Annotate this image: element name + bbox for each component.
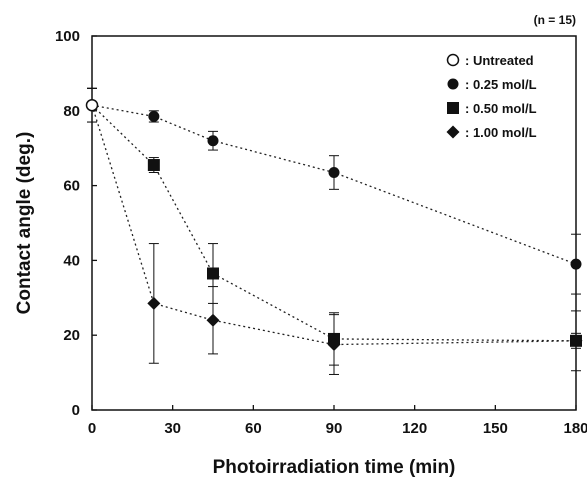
untreated-marker <box>87 100 98 111</box>
y-axis-label: Contact angle (deg.) <box>14 132 35 315</box>
circle-marker <box>208 135 219 146</box>
square-marker <box>148 159 160 171</box>
x-tick-label: 150 <box>483 420 508 437</box>
legend-label: : 0.50 mol/L <box>465 101 537 116</box>
y-tick-label: 80 <box>63 103 80 120</box>
circle-marker <box>329 167 340 178</box>
square-marker <box>207 267 219 279</box>
y-tick-label: 0 <box>72 402 80 419</box>
x-tick-label: 0 <box>88 420 96 437</box>
series-lines <box>92 105 576 344</box>
legend-label: : 0.25 mol/L <box>465 77 537 92</box>
legend-label: : Untreated <box>465 53 534 68</box>
series-line <box>92 105 576 341</box>
y-tick-label: 60 <box>63 178 80 195</box>
sample-size-note: (n = 15) <box>534 13 576 27</box>
x-tick-label: 90 <box>326 420 343 437</box>
y-tick-label: 100 <box>55 28 80 45</box>
circle-marker <box>448 79 459 90</box>
square-marker <box>447 102 459 114</box>
x-axis-label: Photoirradiation time (min) <box>213 457 456 478</box>
circle-marker <box>148 111 159 122</box>
x-tick-label: 180 <box>563 420 587 437</box>
x-tick-label: 30 <box>164 420 181 437</box>
circle-marker <box>571 259 582 270</box>
legend-label: : 1.00 mol/L <box>465 125 537 140</box>
diamond-marker <box>447 126 460 139</box>
series-line <box>92 105 576 344</box>
x-tick-label: 120 <box>402 420 427 437</box>
diamond-marker <box>147 297 160 310</box>
y-tick-label: 40 <box>63 252 80 269</box>
diamond-marker <box>207 314 220 327</box>
x-tick-label: 60 <box>245 420 262 437</box>
legend: : Untreated : 0.25 mol/L : 0.50 mol/L : 1.0… <box>447 53 537 140</box>
y-tick-label: 20 <box>63 327 80 344</box>
untreated-marker <box>448 55 459 66</box>
